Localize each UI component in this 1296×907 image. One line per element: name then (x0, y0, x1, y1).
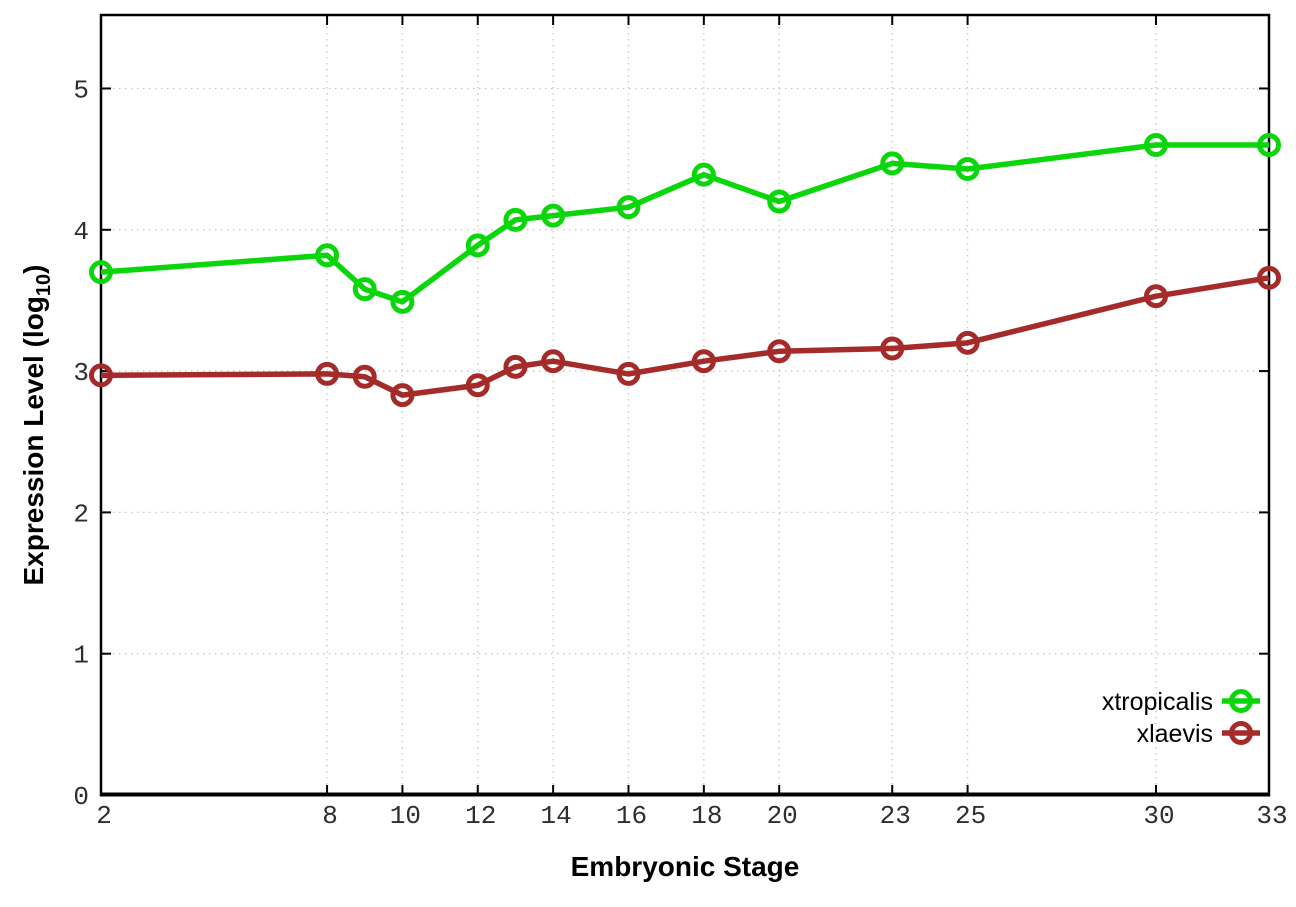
data-point-xlaevis (767, 339, 792, 364)
series-xtropicalis (89, 133, 1281, 314)
y-tick-label: 3 (73, 358, 89, 388)
legend-marker-xlaevis (1229, 721, 1253, 745)
data-point-xtropicalis (1143, 133, 1168, 157)
data-point-xtropicalis (1257, 133, 1281, 157)
data-point-xlaevis (880, 336, 905, 361)
data-point-xtropicalis (880, 151, 905, 176)
data-point-xlaevis (955, 330, 980, 355)
tick-marks (100, 15, 1270, 796)
x-tick-label: 2 (96, 801, 112, 831)
data-point-xtropicalis (89, 260, 113, 285)
y-axis-title-main: Expression Level (log (18, 296, 50, 586)
y-tick-label: 4 (73, 217, 89, 247)
x-tick-label: 12 (465, 801, 496, 831)
series-line-xlaevis (100, 275, 1270, 398)
data-point-xlaevis (315, 361, 340, 386)
y-axis-title: Expression Level (log10) (18, 265, 56, 586)
y-axis-title-subscript: 10 (32, 273, 55, 297)
y-tick-label: 0 (73, 782, 89, 812)
x-tick-label: 23 (880, 801, 911, 831)
data-point-xlaevis (390, 383, 415, 408)
data-point-xlaevis (503, 354, 528, 379)
y-tick-labels: 0 1 2 3 4 5 (73, 75, 89, 812)
legend-label-xlaevis: xlaevis (1137, 720, 1213, 748)
data-point-xlaevis (541, 349, 566, 374)
x-tick-label: 25 (955, 801, 986, 831)
data-point-xtropicalis (955, 157, 980, 182)
x-tick-label: 33 (1256, 801, 1287, 831)
x-tick-label: 10 (390, 801, 421, 831)
data-point-xtropicalis (503, 207, 528, 232)
gridlines (101, 15, 1269, 795)
x-tick-label: 14 (541, 801, 572, 831)
y-tick-label: 1 (73, 641, 89, 671)
legend-entry-xtropicalis: xtropicalis (1102, 688, 1260, 716)
y-tick-label: 5 (73, 75, 89, 105)
data-point-xlaevis (465, 373, 490, 398)
x-tick-label: 20 (767, 801, 798, 831)
series-xlaevis (89, 265, 1281, 408)
data-point-xtropicalis (352, 277, 377, 302)
data-point-xlaevis (1257, 265, 1281, 290)
legend-entry-xlaevis: xlaevis (1137, 720, 1260, 748)
x-tick-label: 18 (691, 801, 722, 831)
series-line-xtropicalis (100, 142, 1269, 305)
y-axis-title-suffix: ) (18, 264, 50, 274)
data-point-xtropicalis (616, 195, 641, 220)
data-point-xlaevis (616, 361, 641, 386)
legend: xtropicalis xlaevis (1102, 688, 1260, 748)
y-tick-label: 2 (73, 499, 89, 529)
x-tick-label: 16 (616, 801, 647, 831)
legend-marker-xtropicalis (1229, 689, 1253, 713)
data-point-xtropicalis (767, 189, 792, 214)
plot-border-box (99, 13, 1271, 797)
x-tick-label: 30 (1143, 801, 1174, 831)
data-point-xlaevis (1143, 284, 1168, 309)
data-point-xtropicalis (465, 233, 490, 258)
data-point-xtropicalis (390, 289, 415, 314)
legend-label-xtropicalis: xtropicalis (1102, 688, 1213, 716)
x-tick-labels: 2 8 10 12 14 16 18 20 23 25 30 33 (96, 801, 1287, 831)
x-axis-title: Embryonic Stage (570, 851, 800, 882)
plot-border (99, 13, 1271, 797)
data-point-xlaevis (352, 364, 377, 389)
data-point-xlaevis (691, 349, 716, 374)
data-point-xtropicalis (541, 203, 566, 228)
data-point-xtropicalis (691, 162, 716, 187)
data-point-xtropicalis (315, 243, 340, 268)
x-tick-label: 8 (322, 801, 338, 831)
data-point-xlaevis (89, 363, 113, 388)
